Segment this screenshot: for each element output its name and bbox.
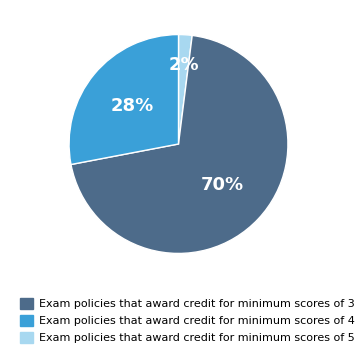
Wedge shape [69,35,178,165]
Wedge shape [178,35,192,144]
Text: 2%: 2% [168,57,199,75]
Legend: Exam policies that award credit for minimum scores of 3, Exam policies that awar: Exam policies that award credit for mini… [20,298,355,343]
Text: 28%: 28% [111,96,154,114]
Wedge shape [71,35,288,253]
Text: 70%: 70% [201,176,244,194]
